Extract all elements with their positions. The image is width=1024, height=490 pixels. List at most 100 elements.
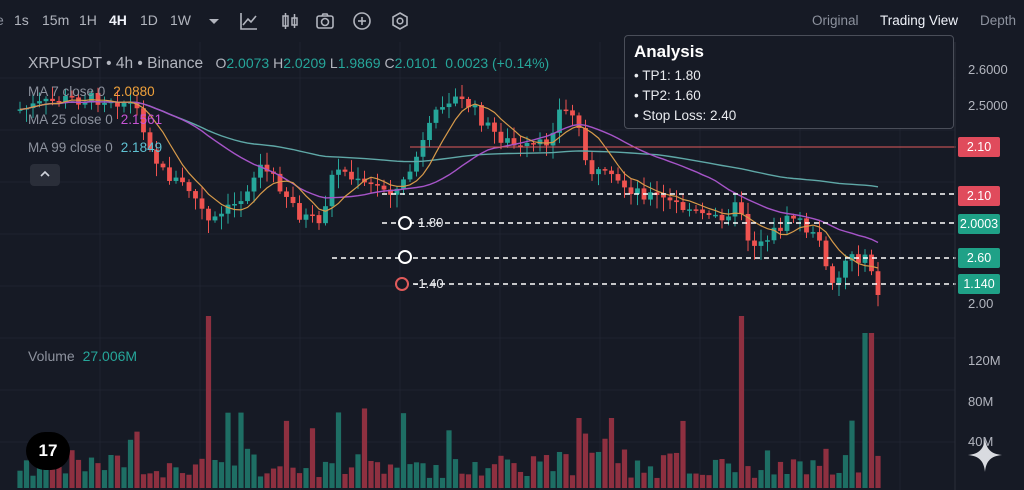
candle-body <box>797 218 803 220</box>
volume-bar <box>855 472 862 488</box>
volume-bar <box>212 459 218 488</box>
add-circle-icon[interactable] <box>351 10 373 32</box>
volume-bar <box>101 470 108 488</box>
volume-bar <box>186 474 192 488</box>
candle-body <box>706 213 712 215</box>
sparkle-icon[interactable] <box>966 436 1004 474</box>
chevron-down-icon[interactable] <box>203 10 225 32</box>
volume-bars <box>17 316 881 488</box>
candle-body <box>323 206 328 224</box>
candle-body <box>719 214 725 221</box>
volume-bar <box>582 433 589 488</box>
volume-bar <box>712 459 719 488</box>
toolbar-edge-marker: e <box>0 12 4 28</box>
price-tag-current: 2.0003 <box>958 214 1000 234</box>
camera-icon[interactable] <box>314 10 336 32</box>
tp1-level-label: 1.80 <box>418 215 444 230</box>
volume-bar <box>680 420 686 488</box>
view-original-button[interactable]: Original <box>812 13 859 28</box>
volume-bar <box>316 477 322 488</box>
volume-bar <box>868 333 875 488</box>
volume-bar <box>829 474 836 488</box>
timeframe-1s[interactable]: 1s <box>14 12 29 28</box>
candle-body <box>134 102 140 109</box>
symbol-legend: XRPUSDT • 4h • Binance O2.0073 H2.0209 L… <box>28 55 549 73</box>
candle-body <box>563 109 569 112</box>
volume-bar <box>556 451 563 488</box>
legend-separator: • <box>106 55 116 72</box>
candle-body <box>290 196 296 204</box>
candle-body <box>368 182 374 185</box>
candle-body <box>615 174 621 181</box>
candle-body <box>56 101 62 103</box>
candle-body <box>173 177 179 181</box>
candle-body <box>336 169 341 175</box>
volume-bar <box>374 462 381 488</box>
volume-bar <box>413 462 420 488</box>
candle-body <box>576 115 582 128</box>
volume-bar <box>381 473 387 488</box>
tradingview-logo[interactable]: 17 <box>26 432 70 470</box>
settings-hexagon-icon[interactable] <box>389 10 411 32</box>
candle-body <box>394 188 400 195</box>
candlestick-chart[interactable] <box>0 42 1024 490</box>
candle-body <box>381 185 387 190</box>
candle-body <box>160 163 166 168</box>
volume-bar <box>361 408 368 488</box>
volume-bar <box>75 459 82 488</box>
volume-bar <box>342 473 348 488</box>
candle-body <box>726 216 731 221</box>
candle-body <box>557 109 562 133</box>
volume-bar <box>686 473 693 488</box>
volume-bar <box>615 463 621 488</box>
view-depth-button[interactable]: Depth <box>980 13 1017 28</box>
volume-bar <box>530 456 537 488</box>
volume-bar <box>563 454 569 488</box>
timeframe-1h[interactable]: 1H <box>79 12 97 28</box>
candle-body <box>648 192 653 200</box>
volume-bar <box>88 457 95 488</box>
candle-body <box>732 202 738 217</box>
volume-bar <box>348 467 355 488</box>
volume-bar <box>355 454 361 488</box>
candlestick-type-icon[interactable] <box>279 10 301 32</box>
candle-body <box>219 213 224 217</box>
candle-body <box>186 182 192 192</box>
timeframe-1d[interactable]: 1D <box>140 12 158 28</box>
candle-body <box>713 214 718 217</box>
volume-bar <box>95 463 101 488</box>
analysis-title: Analysis <box>634 42 704 61</box>
indicator-chart-icon[interactable] <box>238 10 260 32</box>
timeframe-15m[interactable]: 15m <box>42 12 70 28</box>
volume-bar <box>290 467 296 488</box>
volume-bar <box>114 455 121 488</box>
volume-bar <box>875 455 881 488</box>
volume-bar <box>309 428 316 488</box>
ma25-legend: MA 25 close 0 2.1561 <box>28 112 162 127</box>
timeframe-4h[interactable]: 4H <box>109 12 127 28</box>
collapse-legend-button[interactable] <box>30 164 60 186</box>
volume-bar <box>335 412 342 488</box>
timeframe-1w[interactable]: 1W <box>170 12 191 28</box>
candle-body <box>342 169 348 172</box>
volume-bar <box>654 477 660 488</box>
volume-bar <box>634 460 641 488</box>
candle-body <box>232 204 237 206</box>
volume-bar <box>82 471 88 488</box>
volume-bar <box>608 418 615 488</box>
candle-body <box>414 156 419 172</box>
candle-body <box>420 140 426 157</box>
volume-bar <box>699 474 706 488</box>
candle-body <box>121 102 127 107</box>
view-tradingview-button[interactable]: Trading View <box>880 13 959 28</box>
volume-bar <box>225 412 231 488</box>
volume-bar <box>842 455 849 488</box>
volume-bar <box>257 476 264 488</box>
candle-body <box>63 96 68 103</box>
volume-bar <box>400 413 407 488</box>
volume-bar <box>491 464 498 488</box>
candle-body <box>635 188 640 195</box>
candle-body <box>277 173 283 192</box>
change-value: 0.0023 (+0.14%) <box>445 55 550 71</box>
volume-bar <box>771 474 777 488</box>
